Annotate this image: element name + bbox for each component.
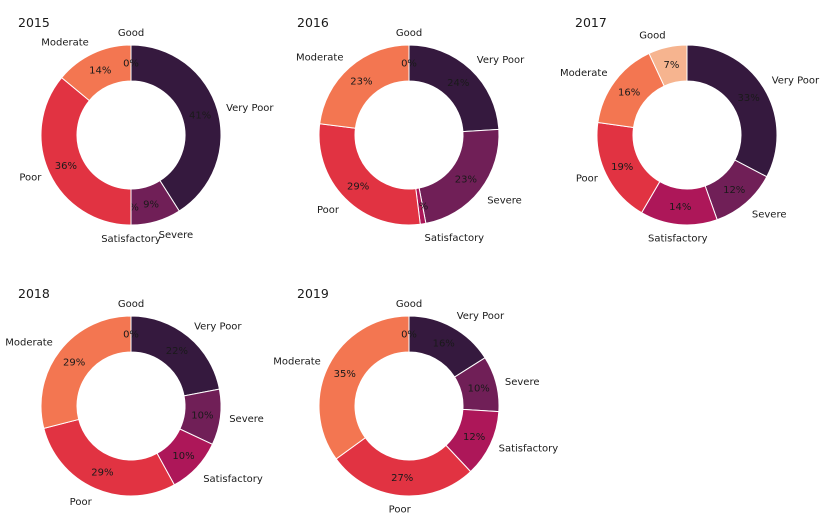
pct-label-satisfactory: 14% [669, 202, 691, 213]
donut-chart-2016: 2016 24% Very Poor 23% Severe 1% Satisfactory 2… [296, 15, 525, 244]
category-label-moderate: Moderate [41, 37, 89, 48]
pct-label-moderate: 29% [63, 357, 85, 368]
category-label-moderate: Moderate [560, 68, 608, 79]
category-label-satisfactory: Satisfactory [648, 234, 708, 245]
pct-label-moderate: 35% [334, 369, 356, 380]
pct-label-satisfactory: 12% [463, 432, 485, 443]
category-label-very-poor: Very Poor [772, 76, 820, 87]
category-label-satisfactory: Satisfactory [425, 233, 485, 244]
donut-chart-2017: 2017 33% Very Poor 12% Severe 14% Satisfactory… [560, 15, 820, 245]
slice-moderate [60, 44, 132, 102]
category-label-good: Good [396, 28, 422, 39]
category-label-very-poor: Very Poor [226, 103, 274, 114]
slice-poor [335, 437, 472, 497]
category-label-moderate: Moderate [296, 53, 344, 64]
category-label-poor: Poor [576, 174, 599, 185]
category-label-severe: Severe [752, 210, 787, 221]
category-label-good: Good [118, 28, 144, 39]
pct-label-poor: 36% [55, 161, 77, 172]
donut-chart-2018: 2018 22% Very Poor 10% Severe 10% Satisfactory… [5, 286, 264, 508]
donut-chart-2015: 2015 41% Very Poor 9% Severe 0% Satisfactory 36… [18, 15, 274, 245]
category-label-very-poor: Very Poor [477, 55, 525, 66]
pct-label-very-poor: 41% [189, 110, 211, 121]
slice-poor [40, 76, 132, 226]
pct-label-severe: 12% [723, 185, 745, 196]
pct-label-moderate: 14% [89, 65, 111, 76]
category-label-poor: Poor [19, 173, 42, 184]
pct-label-good: 0% [401, 330, 417, 341]
slice-good [648, 44, 688, 87]
chart-title: 2019 [297, 286, 329, 301]
category-label-satisfactory: Satisfactory [203, 474, 263, 485]
chart-title: 2018 [18, 286, 50, 301]
pct-label-very-poor: 24% [447, 78, 469, 89]
pct-label-moderate: 16% [618, 88, 640, 99]
category-label-satisfactory: Satisfactory [101, 234, 161, 245]
category-label-very-poor: Very Poor [457, 311, 505, 322]
category-label-good: Good [396, 299, 422, 310]
pct-label-good: 0% [401, 59, 417, 70]
pct-label-moderate: 23% [350, 77, 372, 88]
category-label-poor: Poor [389, 505, 412, 516]
pct-label-very-poor: 16% [433, 338, 455, 349]
category-label-very-poor: Very Poor [194, 322, 242, 333]
pct-label-severe: 10% [468, 384, 490, 395]
chart-title: 2017 [575, 15, 607, 30]
pct-label-good: 0% [123, 59, 139, 70]
category-label-poor: Poor [70, 497, 93, 508]
slice-moderate [40, 315, 132, 429]
chart-title: 2016 [297, 15, 329, 30]
pct-label-severe: 9% [143, 200, 159, 211]
pct-label-poor: 29% [91, 468, 113, 479]
pct-label-poor: 29% [347, 181, 369, 192]
slice-very-poor [130, 44, 222, 212]
pct-label-severe: 23% [455, 175, 477, 186]
donut-chart-2019: 2019 16% Very Poor 10% Severe 12% Satisfactory… [273, 286, 558, 516]
category-label-moderate: Moderate [5, 337, 53, 348]
chart-title: 2015 [18, 15, 50, 30]
category-label-moderate: Moderate [273, 357, 321, 368]
category-label-good: Good [118, 299, 144, 310]
category-label-poor: Poor [317, 205, 340, 216]
pct-label-satisfactory: 1% [412, 202, 428, 213]
pct-label-very-poor: 22% [166, 346, 188, 357]
category-label-satisfactory: Satisfactory [499, 444, 559, 455]
category-label-severe: Severe [159, 230, 194, 241]
pct-label-poor: 19% [611, 162, 633, 173]
pct-label-good: 0% [123, 330, 139, 341]
slice-poor [43, 418, 176, 497]
pct-label-very-poor: 33% [737, 93, 759, 104]
slice-moderate [319, 44, 410, 129]
slice-very-poor [686, 44, 778, 178]
pct-label-severe: 10% [191, 411, 213, 422]
pct-label-good: 7% [663, 60, 679, 71]
category-label-severe: Severe [505, 377, 540, 388]
category-label-severe: Severe [229, 414, 264, 425]
category-label-good: Good [639, 30, 665, 41]
slice-moderate [318, 315, 410, 460]
pct-label-satisfactory: 10% [172, 451, 194, 462]
pct-label-poor: 27% [391, 473, 413, 484]
category-label-severe: Severe [487, 196, 522, 207]
